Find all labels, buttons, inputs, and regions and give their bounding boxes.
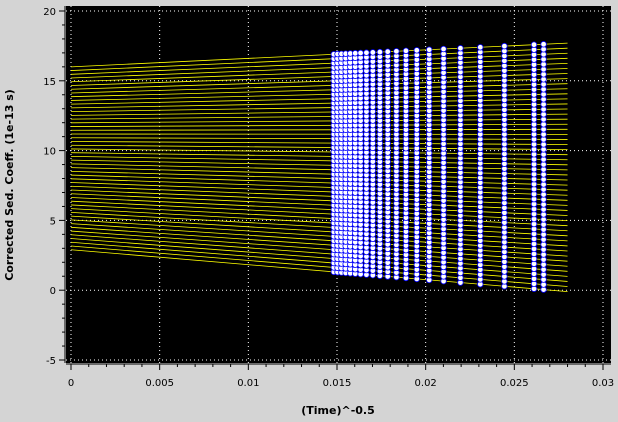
data-point — [384, 48, 391, 55]
fit-line — [70, 68, 568, 86]
fit-line — [70, 185, 568, 206]
fit-line — [70, 88, 568, 101]
fit-line — [70, 73, 568, 90]
x-axis-title: (Time)^-0.5 — [301, 404, 375, 417]
y-tick-label: -5 — [46, 356, 56, 367]
fit-line — [70, 163, 568, 176]
fit-line — [70, 193, 568, 216]
fit-line — [70, 226, 568, 262]
fit-line — [70, 170, 568, 186]
fit-line — [70, 189, 568, 211]
data-point — [363, 49, 370, 56]
x-tick-label: 0.025 — [500, 378, 529, 389]
fit-line — [70, 200, 568, 227]
y-tick-label: 10 — [43, 147, 56, 158]
fit-line — [70, 62, 568, 83]
fit-line — [70, 174, 568, 191]
data-point — [393, 48, 400, 55]
data-point — [369, 49, 377, 56]
fit-line — [70, 167, 568, 181]
data-point — [530, 41, 538, 48]
fit-line — [70, 141, 568, 145]
fit-line — [70, 182, 568, 201]
fit-line — [70, 245, 568, 287]
data-point — [376, 48, 384, 56]
y-tick-label: 5 — [50, 216, 56, 227]
fit-line — [70, 215, 568, 247]
data-point — [501, 42, 508, 50]
data-point — [357, 49, 364, 57]
fit-line — [70, 83, 568, 98]
data-point — [413, 47, 420, 54]
fit-line — [70, 152, 568, 161]
data-point — [457, 45, 464, 52]
fit-line — [70, 108, 568, 116]
fit-line — [70, 118, 568, 124]
fit-line — [70, 204, 568, 232]
fit-line — [70, 156, 568, 166]
fit-line — [70, 249, 568, 292]
y-axis-title: Corrected Sed. Coeff. (1e-13 s) — [3, 89, 16, 281]
fit-line — [70, 241, 568, 282]
y-tick-label: 0 — [50, 286, 56, 297]
y-tick-label: 20 — [43, 7, 56, 18]
data-point — [540, 41, 547, 48]
fit-line — [70, 123, 568, 127]
x-tick-label: 0.02 — [415, 378, 437, 389]
fit-line — [70, 57, 568, 79]
data-points — [330, 41, 547, 293]
fit-line — [70, 230, 568, 267]
fit-line — [70, 103, 568, 113]
x-tick-label: 0 — [68, 378, 74, 389]
fit-line — [70, 234, 568, 272]
fit-line — [70, 197, 568, 221]
fit-line — [70, 144, 568, 151]
fit-line — [70, 178, 568, 196]
x-tick-label: 0.03 — [592, 378, 614, 389]
fit-line — [70, 148, 568, 156]
x-tick-label: 0.01 — [237, 378, 259, 389]
data-point — [402, 47, 410, 55]
data-point — [440, 45, 447, 53]
y-tick-label: 15 — [43, 77, 56, 88]
fit-lines — [70, 42, 568, 292]
fit-line — [70, 208, 568, 237]
x-tick-label: 0.015 — [323, 378, 352, 389]
fit-line — [70, 78, 568, 94]
x-tick-label: 0.005 — [145, 378, 174, 389]
fit-line — [70, 98, 568, 109]
fit-line — [70, 42, 568, 68]
fit-line — [70, 238, 568, 277]
fit-line — [70, 211, 568, 242]
fit-line — [70, 219, 568, 252]
fit-line — [70, 47, 568, 71]
fit-line — [70, 159, 568, 171]
data-point — [477, 44, 484, 51]
fit-line — [70, 137, 568, 140]
axes: 0 0.005 0.01 0.015 0.02 0.025 0.03 -5 0 5 10 15 20 — [43, 6, 614, 389]
fit-line — [70, 113, 568, 120]
data-point — [426, 46, 433, 53]
fit-line — [70, 52, 568, 75]
data-point — [352, 50, 359, 57]
fit-line — [70, 223, 568, 257]
fit-line — [70, 93, 568, 105]
fit-line — [70, 128, 568, 131]
